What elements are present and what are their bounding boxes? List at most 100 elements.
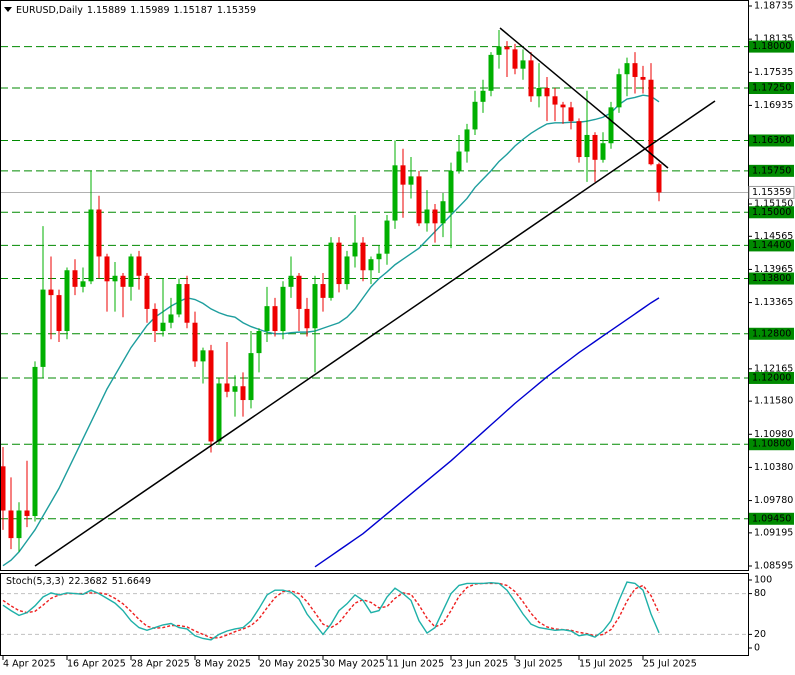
candle-body xyxy=(624,63,630,75)
y-tick-label: 1.13365 xyxy=(754,297,793,308)
candle-body xyxy=(560,104,566,108)
candle-body xyxy=(208,350,214,442)
resistance-trendline xyxy=(499,27,669,169)
candle-body xyxy=(640,76,646,80)
candle-body xyxy=(512,49,518,69)
candle-body xyxy=(8,510,14,539)
low-header: 1.15187 xyxy=(174,5,213,16)
stoch-main xyxy=(2,581,660,641)
level-label: 1.18000 xyxy=(752,41,791,52)
level-label-box xyxy=(749,327,794,340)
candle-body xyxy=(584,134,590,158)
level-label: 1.16300 xyxy=(752,135,791,146)
candle-body xyxy=(104,256,110,282)
candle-body xyxy=(192,322,198,362)
candle-body xyxy=(272,306,278,332)
level-label: 1.12000 xyxy=(752,372,791,383)
candle-body xyxy=(128,256,134,287)
stoch-pane-border xyxy=(0,573,749,656)
candle-body xyxy=(616,74,622,108)
candle-body xyxy=(632,63,638,77)
candle-body xyxy=(240,386,246,401)
candle-body xyxy=(496,46,502,55)
level-label-box xyxy=(749,134,794,147)
chart-header: EURUSD,Daily 1.15889 1.15989 1.15187 1.15359 xyxy=(16,5,256,16)
candle-body xyxy=(368,259,374,271)
candle-body xyxy=(96,209,102,257)
candle-body xyxy=(216,383,222,442)
moving-average xyxy=(314,297,660,568)
level-label-box xyxy=(749,164,794,177)
main-pane-border xyxy=(0,0,749,571)
y-tick-label: 1.09195 xyxy=(754,527,793,538)
candle-body xyxy=(448,170,454,213)
candle-body xyxy=(56,295,62,332)
candle-body xyxy=(176,284,182,315)
candle-body xyxy=(80,281,86,287)
open-header: 1.15889 xyxy=(87,5,126,16)
stoch-tick-label: 80 xyxy=(754,588,766,599)
high-header: 1.15989 xyxy=(130,5,169,16)
x-tick-label: 25 Jul 2025 xyxy=(643,659,697,670)
candle-body xyxy=(328,242,334,298)
stoch-main-last: 22.3682 xyxy=(68,576,107,587)
candle-body xyxy=(288,275,294,287)
candle-body xyxy=(320,284,326,298)
candle-body xyxy=(424,209,430,224)
y-tick-label: 1.08595 xyxy=(754,561,793,572)
candle-body xyxy=(152,308,158,332)
level-label-box xyxy=(749,82,794,95)
level-label: 1.17250 xyxy=(752,83,791,94)
x-tick-label: 3 Jul 2025 xyxy=(515,659,563,670)
level-label: 1.10800 xyxy=(752,439,791,450)
level-label-box xyxy=(749,371,794,384)
y-tick-label: 1.10980 xyxy=(754,429,793,440)
y-tick-label: 1.09780 xyxy=(754,495,793,506)
level-label: 1.15750 xyxy=(752,165,791,176)
stoch-name: Stoch(5,3,3) xyxy=(6,576,64,587)
candle-body xyxy=(336,242,342,285)
candle-body xyxy=(552,96,558,105)
candle-body xyxy=(648,79,654,165)
candle-body xyxy=(504,46,510,50)
support-trendline xyxy=(34,100,716,567)
level-label-box xyxy=(749,272,794,285)
candle-body xyxy=(64,270,70,332)
candle-body xyxy=(312,284,318,329)
last-price-box xyxy=(748,185,795,199)
candle-body xyxy=(536,88,542,97)
candle-body xyxy=(352,242,358,257)
candle-body xyxy=(184,284,190,323)
candle-body xyxy=(280,286,286,332)
x-tick-label: 30 May 2025 xyxy=(323,659,385,670)
level-label-box xyxy=(749,239,794,252)
candle-body xyxy=(256,331,262,354)
menu-triangle xyxy=(4,7,12,12)
y-tick-label: 1.13965 xyxy=(754,264,793,275)
level-label: 1.12800 xyxy=(752,328,791,339)
candle-body xyxy=(200,350,206,362)
level-label: 1.14400 xyxy=(752,240,791,251)
level-label: 1.09450 xyxy=(752,513,791,524)
x-tick-label: 16 Apr 2025 xyxy=(67,659,126,670)
stoch-tick-label: 20 xyxy=(754,629,766,640)
candle-body xyxy=(408,176,414,185)
symbol: EURUSD,Daily xyxy=(16,5,83,16)
candle-body xyxy=(48,289,54,296)
candle-body xyxy=(592,134,598,160)
candle-body xyxy=(120,275,126,287)
x-tick-label: 15 Jul 2025 xyxy=(579,659,633,670)
candle-body xyxy=(568,107,574,122)
moving-average xyxy=(2,94,660,567)
candle-body xyxy=(0,466,6,511)
y-tick-label: 1.17535 xyxy=(754,67,793,78)
candle-body xyxy=(232,386,238,392)
candle-body xyxy=(416,176,422,224)
y-tick-label: 1.18735 xyxy=(754,1,793,12)
candle-body xyxy=(472,101,478,130)
last-price-label: 1.15359 xyxy=(752,187,791,198)
candle-body xyxy=(112,275,118,282)
candle-body xyxy=(40,289,46,367)
candle-body xyxy=(296,275,302,309)
